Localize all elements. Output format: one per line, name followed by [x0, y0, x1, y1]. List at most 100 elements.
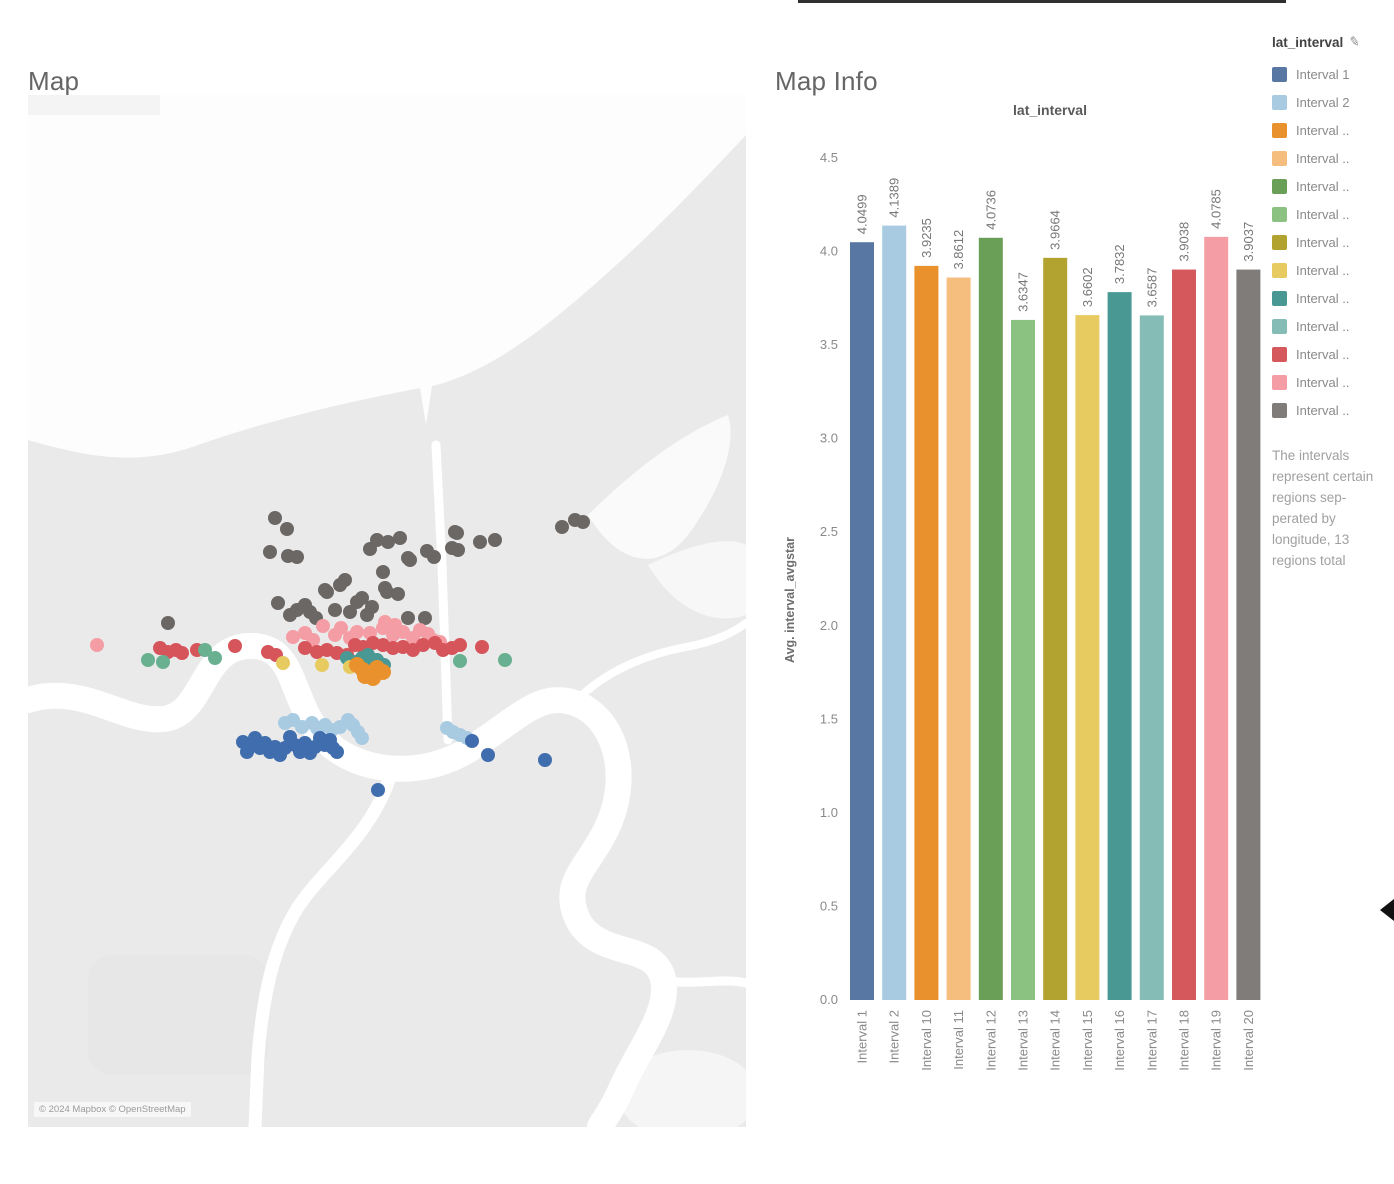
y-tick-label: 3.5	[820, 337, 838, 352]
bar-interval-1[interactable]	[850, 242, 874, 1001]
map-dot-gray[interactable]	[403, 553, 417, 567]
bar-interval-12[interactable]	[978, 237, 1003, 1000]
legend-item[interactable]: Interval 1	[1272, 60, 1390, 88]
legend-item[interactable]: Interval ..	[1272, 172, 1390, 200]
wetland-patch	[648, 541, 746, 619]
map-dot-gray[interactable]	[363, 542, 377, 556]
map-dot-darkblue[interactable]	[538, 753, 552, 767]
bar-interval-2[interactable]	[882, 225, 907, 1001]
industrial-canal	[431, 440, 453, 745]
bar-interval-11[interactable]	[946, 277, 971, 1000]
legend-item[interactable]: Interval ..	[1272, 340, 1390, 368]
map-dot-gray[interactable]	[271, 596, 285, 610]
map-dot-pink[interactable]	[350, 625, 364, 639]
bar-interval-13[interactable]	[1011, 319, 1035, 1000]
map-dot-gray[interactable]	[280, 522, 294, 536]
bar-value-label: 4.0499	[855, 194, 870, 234]
bar-interval-20[interactable]	[1236, 269, 1261, 1000]
map-dot-orange[interactable]	[365, 670, 381, 686]
y-tick-label: 0.0	[820, 992, 838, 1007]
map-dot-pink[interactable]	[388, 618, 402, 632]
map-dot-darkblue[interactable]	[371, 783, 385, 797]
map-dot-darkblue[interactable]	[330, 745, 344, 759]
map-dot-red[interactable]	[416, 638, 430, 652]
map-dot-yellow[interactable]	[315, 658, 329, 672]
map-dot-green[interactable]	[141, 653, 155, 667]
map-edge-patch	[28, 95, 160, 115]
map-dot-pink[interactable]	[334, 621, 348, 635]
map-dot-gray[interactable]	[268, 511, 282, 525]
bar-interval-18[interactable]	[1172, 269, 1196, 1000]
map-dot-gray[interactable]	[488, 533, 502, 547]
legend-item[interactable]: Interval ..	[1272, 228, 1390, 256]
map-dot-gray[interactable]	[343, 605, 357, 619]
legend-item[interactable]: Interval ..	[1272, 116, 1390, 144]
map-dot-pink[interactable]	[286, 630, 300, 644]
legend-swatch	[1272, 206, 1287, 222]
bar-interval-10[interactable]	[914, 265, 939, 1000]
map-dot-teal[interactable]	[361, 648, 375, 662]
bar-interval-16[interactable]	[1107, 292, 1132, 1001]
legend-item[interactable]: Interval ..	[1272, 368, 1390, 396]
map-dot-gray[interactable]	[328, 603, 342, 617]
map-dot-gray[interactable]	[401, 611, 415, 625]
map-dot-gray[interactable]	[376, 565, 390, 579]
map-dot-gray[interactable]	[365, 600, 379, 614]
map-canvas[interactable]: © 2024 Mapbox © OpenStreetMap	[28, 95, 746, 1127]
map-dot-red[interactable]	[175, 646, 189, 660]
x-tick-label: Interval 16	[1112, 1010, 1127, 1071]
map-dot-gray[interactable]	[320, 585, 334, 599]
map-dot-red[interactable]	[475, 640, 489, 654]
legend-item[interactable]: Interval ..	[1272, 200, 1390, 228]
legend-item[interactable]: Interval ..	[1272, 144, 1390, 172]
map-dot-gray[interactable]	[290, 550, 304, 564]
map-dot-gray[interactable]	[450, 526, 464, 540]
legend-item-label: Interval ..	[1296, 178, 1350, 194]
legend-item-label: Interval ..	[1296, 374, 1350, 390]
map-dot-gray[interactable]	[576, 515, 590, 529]
bar-interval-15[interactable]	[1075, 315, 1100, 1000]
map-dot-gray[interactable]	[381, 535, 395, 549]
map-dot-darkblue[interactable]	[481, 748, 495, 762]
map-dot-gray[interactable]	[393, 531, 407, 545]
legend-item[interactable]: Interval ..	[1272, 256, 1390, 284]
legend-item[interactable]: Interval ..	[1272, 312, 1390, 340]
legend-item[interactable]: Interval ..	[1272, 284, 1390, 312]
map-dot-green[interactable]	[453, 654, 467, 668]
map-dot-yellow[interactable]	[276, 656, 290, 670]
map-dot-gray[interactable]	[427, 550, 441, 564]
map-dot-red[interactable]	[298, 641, 312, 655]
map-dot-gray[interactable]	[473, 535, 487, 549]
map-dot-gray[interactable]	[451, 543, 465, 557]
map-dot-lightblue[interactable]	[355, 731, 369, 745]
legend-swatch	[1272, 402, 1287, 418]
bar-value-label: 3.6602	[1080, 267, 1095, 307]
bayou	[655, 974, 746, 988]
edit-icon[interactable]: ✎	[1348, 33, 1362, 50]
bar-chart[interactable]: lat_interval Avg. interval_avgstar 0.0 0.5 1…	[780, 95, 1272, 1110]
bar-interval-19[interactable]	[1204, 236, 1229, 1001]
map-dot-red[interactable]	[228, 639, 242, 653]
map-dot-darkblue[interactable]	[465, 734, 479, 748]
map-dot-gray[interactable]	[555, 520, 569, 534]
map-image[interactable]	[28, 95, 746, 1127]
map-dot-green[interactable]	[156, 655, 170, 669]
legend-item[interactable]: Interval ..	[1272, 396, 1390, 424]
map-dot-gray[interactable]	[161, 616, 175, 630]
bar-interval-14[interactable]	[1043, 257, 1068, 1000]
map-dot-gray[interactable]	[350, 595, 364, 609]
map-dot-red[interactable]	[453, 638, 467, 652]
bar-interval-17[interactable]	[1139, 315, 1164, 1000]
map-dot-pink[interactable]	[90, 638, 104, 652]
map-dot-gray[interactable]	[418, 611, 432, 625]
map-dot-darkblue[interactable]	[240, 745, 254, 759]
legend-item[interactable]: Interval 2	[1272, 88, 1390, 116]
map-dot-green[interactable]	[498, 653, 512, 667]
map-dot-green[interactable]	[198, 643, 212, 657]
map-dot-gray[interactable]	[391, 587, 405, 601]
map-dot-green[interactable]	[208, 651, 222, 665]
map-dot-gray[interactable]	[333, 578, 347, 592]
map-dot-pink[interactable]	[316, 619, 330, 633]
map-dot-gray[interactable]	[378, 581, 392, 595]
map-dot-gray[interactable]	[263, 545, 277, 559]
